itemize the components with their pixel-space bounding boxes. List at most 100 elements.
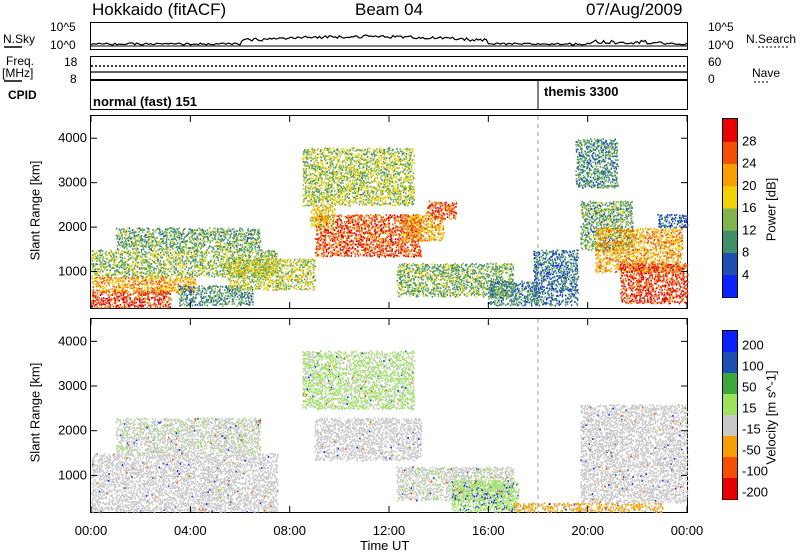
heatmap-cell — [280, 263, 282, 265]
heatmap-cell — [233, 267, 235, 269]
heatmap-cell — [243, 265, 246, 267]
heatmap-cell — [306, 267, 309, 270]
heatmap-cell — [263, 288, 265, 291]
heatmap-cell — [283, 287, 286, 289]
heatmap-cell — [246, 249, 249, 252]
heatmap-cell — [212, 264, 214, 267]
heatmap-cell — [136, 270, 138, 273]
heatmap-cell — [324, 241, 327, 244]
heatmap-cell — [290, 270, 292, 273]
heatmap-cell — [161, 301, 163, 303]
heatmap-cell — [138, 233, 140, 236]
heatmap-cell — [131, 256, 134, 259]
heatmap-cell — [144, 255, 147, 258]
heatmap-cell — [242, 259, 245, 261]
heatmap-cell — [212, 238, 215, 241]
heatmap-cell — [212, 261, 214, 264]
heatmap-cell — [241, 288, 243, 291]
heatmap-cell — [167, 281, 169, 284]
heatmap-cell — [415, 214, 418, 216]
heatmap-cell — [121, 236, 124, 239]
heatmap-cell — [127, 294, 129, 297]
heatmap-cell — [236, 259, 238, 262]
heatmap-cell — [138, 238, 140, 240]
heatmap-cell — [165, 268, 167, 270]
heatmap-cell — [210, 264, 212, 267]
heatmap-cell — [394, 250, 397, 253]
heatmap-cell — [170, 290, 173, 292]
heatmap-cell — [370, 233, 372, 236]
heatmap-cell — [131, 242, 134, 245]
heatmap-cell — [395, 246, 398, 249]
heatmap-cell — [275, 271, 277, 274]
heatmap-cell — [341, 225, 343, 227]
heatmap-cell — [237, 244, 240, 247]
heatmap-cell — [201, 287, 203, 290]
heatmap-cell — [314, 265, 316, 267]
heatmap-cell — [163, 297, 165, 300]
heatmap-cell — [312, 219, 315, 222]
heatmap-cell — [313, 213, 316, 216]
heatmap-cell — [344, 215, 347, 218]
heatmap-cell — [174, 287, 176, 289]
heatmap-cell — [96, 259, 98, 262]
heatmap-cell — [302, 273, 305, 276]
heatmap-cell — [319, 232, 322, 235]
heatmap-cell — [230, 257, 233, 259]
heatmap-cell — [251, 287, 254, 289]
heatmap-cell — [146, 256, 148, 258]
heatmap-cell — [245, 231, 248, 234]
heatmap-cell — [181, 288, 183, 291]
heatmap-cell — [119, 295, 121, 298]
heatmap-cell — [232, 279, 235, 282]
heatmap-cell — [258, 232, 261, 235]
heatmap-cell — [217, 300, 219, 303]
heatmap-cell — [121, 245, 124, 247]
heatmap-cell — [358, 214, 361, 217]
heatmap-cell — [418, 227, 421, 230]
heatmap-cell — [99, 256, 101, 259]
heatmap-cell — [153, 245, 155, 247]
heatmap-cell — [245, 265, 247, 267]
heatmap-cell — [282, 263, 285, 266]
heatmap-cell — [142, 261, 144, 263]
heatmap-cell — [266, 283, 268, 286]
heatmap-cell — [314, 252, 317, 254]
heatmap-cell — [232, 274, 235, 277]
heatmap-cell — [211, 239, 213, 242]
heatmap-cell — [201, 245, 203, 248]
heatmap-cell — [200, 242, 202, 245]
heatmap-cell — [423, 231, 426, 234]
heatmap-cell — [419, 218, 421, 220]
heatmap-cell — [321, 209, 323, 212]
heatmap-cell — [208, 273, 211, 276]
heatmap-cell — [359, 253, 362, 256]
heatmap-cell — [128, 236, 131, 239]
heatmap-cell — [173, 252, 176, 255]
heatmap-cell — [315, 238, 318, 241]
heatmap-cell — [232, 260, 235, 262]
heatmap-cell — [104, 265, 107, 268]
heatmap-cell — [237, 254, 240, 257]
heatmap-cell — [331, 244, 333, 246]
heatmap-cell — [133, 245, 135, 248]
heatmap-cell — [168, 292, 170, 294]
heatmap-cell — [246, 240, 248, 242]
heatmap-cell — [126, 266, 129, 269]
heatmap-cell — [317, 239, 320, 241]
heatmap-cell — [196, 236, 199, 239]
heatmap-cell — [425, 227, 427, 230]
heatmap-cell — [173, 235, 175, 238]
heatmap-cell — [137, 294, 139, 297]
heatmap-cell — [104, 282, 106, 285]
heatmap-cell — [280, 279, 283, 281]
heatmap-cell — [202, 238, 205, 240]
heatmap-cell — [199, 302, 202, 304]
heatmap-cell — [370, 246, 373, 249]
heatmap-cell — [255, 276, 257, 279]
heatmap-cell — [246, 281, 249, 284]
heatmap-cell — [153, 236, 155, 239]
heatmap-cell — [347, 253, 349, 256]
heatmap-cell — [247, 292, 250, 295]
heatmap-cell — [237, 271, 240, 273]
